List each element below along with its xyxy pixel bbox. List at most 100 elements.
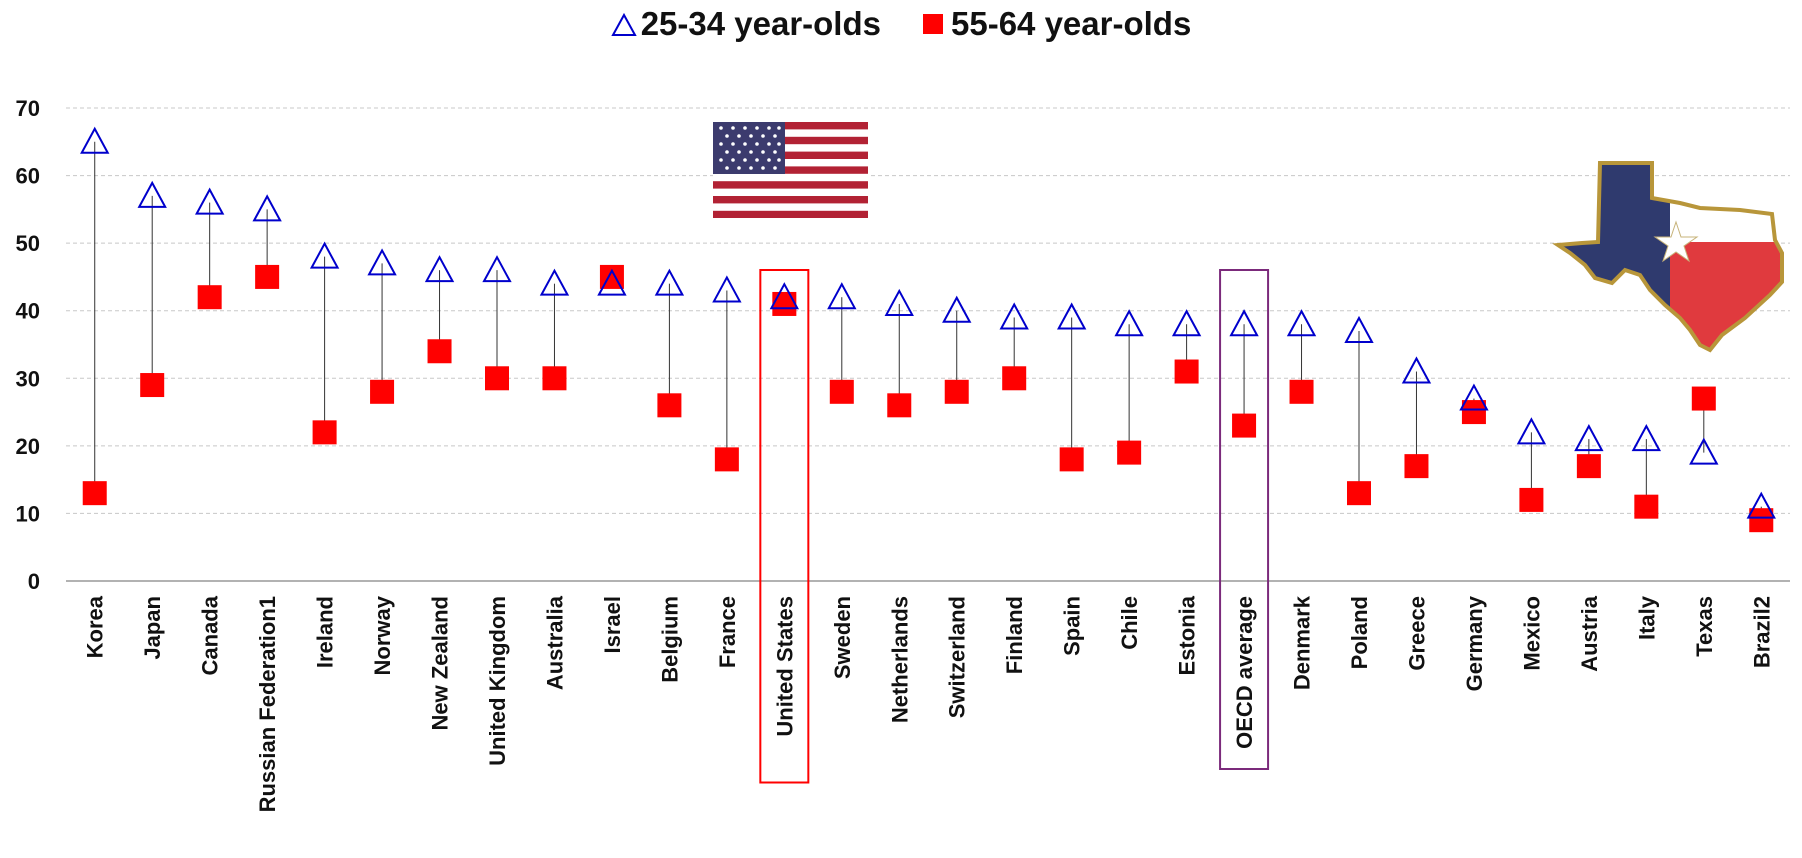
x-tick-label: New Zealand bbox=[428, 596, 453, 730]
x-tick-label: Belgium bbox=[657, 596, 682, 683]
point-25-34 bbox=[424, 255, 455, 283]
legend-label-25-34: 25-34 year-olds bbox=[640, 5, 881, 42]
point-25-34 bbox=[1574, 424, 1604, 452]
point-55-64 bbox=[887, 393, 912, 418]
point-25-34 bbox=[1056, 302, 1087, 330]
highlight-box bbox=[1219, 269, 1270, 770]
y-tick-label: 50 bbox=[16, 231, 40, 256]
x-tick-label: Estonia bbox=[1175, 595, 1200, 675]
point-25-34 bbox=[1516, 417, 1547, 445]
point-55-64 bbox=[714, 447, 739, 472]
point-55-64 bbox=[1174, 359, 1199, 384]
point-25-34 bbox=[194, 187, 225, 215]
square-marker-icon bbox=[923, 14, 943, 34]
x-tick-label: Russian Federation1 bbox=[255, 596, 280, 812]
x-tick-label: Poland bbox=[1347, 596, 1372, 669]
us-flag-icon bbox=[713, 122, 868, 218]
y-tick-label: 60 bbox=[16, 164, 40, 189]
x-tick-label: Canada bbox=[198, 595, 223, 675]
x-tick-label: Mexico bbox=[1519, 596, 1544, 671]
point-55-64 bbox=[1002, 366, 1027, 391]
x-tick-label: Germany bbox=[1462, 595, 1487, 691]
point-25-34 bbox=[999, 302, 1029, 330]
x-tick-label: Japan bbox=[140, 596, 165, 660]
point-55-64 bbox=[1404, 454, 1429, 479]
point-25-34 bbox=[1171, 309, 1202, 337]
x-tick-label: United States bbox=[772, 596, 797, 737]
point-55-64 bbox=[1634, 494, 1659, 519]
x-tick-label: Spain bbox=[1060, 596, 1085, 656]
x-tick-label: Texas bbox=[1692, 596, 1717, 657]
x-tick-label: United Kingdom bbox=[485, 596, 510, 766]
point-25-34 bbox=[539, 268, 570, 296]
x-tick-label: Sweden bbox=[830, 596, 855, 679]
point-55-64 bbox=[1519, 487, 1544, 512]
y-axis: 0 10 20 30 40 50 60 70 bbox=[16, 96, 1790, 594]
point-55-64 bbox=[1059, 447, 1084, 472]
x-tick-label: Austria bbox=[1577, 595, 1602, 672]
legend: 25-34 year-olds 55-64 year-olds bbox=[0, 4, 1802, 44]
point-55-64 bbox=[197, 285, 222, 310]
point-25-34 bbox=[769, 282, 800, 310]
y-tick-label: 0 bbox=[28, 569, 40, 594]
point-25-34 bbox=[597, 268, 627, 296]
point-55-64 bbox=[1691, 386, 1716, 411]
point-55-64 bbox=[772, 291, 797, 316]
point-55-64 bbox=[1461, 400, 1486, 425]
point-25-34 bbox=[80, 126, 110, 154]
x-tick-label: Israel bbox=[600, 596, 625, 654]
point-25-34 bbox=[1631, 424, 1662, 452]
point-25-34 bbox=[654, 268, 685, 296]
point-25-34 bbox=[827, 282, 857, 310]
point-55-64 bbox=[542, 366, 567, 391]
point-55-64 bbox=[82, 481, 107, 506]
point-25-34 bbox=[1344, 315, 1374, 343]
highlight-boxes bbox=[759, 269, 1270, 784]
point-55-64 bbox=[944, 379, 969, 404]
x-tick-label: Finland bbox=[1002, 596, 1027, 674]
legend-item-25-34: 25-34 year-olds bbox=[610, 5, 881, 43]
texas-flag-map-icon bbox=[1552, 161, 1784, 353]
point-55-64 bbox=[427, 339, 452, 364]
gridlines bbox=[66, 107, 1790, 514]
x-tick-label: Brazil2 bbox=[1749, 596, 1774, 668]
x-tick-label: Italy bbox=[1634, 595, 1659, 640]
highlight-box bbox=[759, 269, 810, 784]
connector-lines bbox=[94, 141, 1762, 521]
x-tick-label: OECD average bbox=[1232, 596, 1257, 749]
x-tick-label: Korea bbox=[83, 595, 108, 658]
point-25-34 bbox=[1459, 383, 1489, 411]
point-55-64 bbox=[1232, 413, 1257, 438]
x-tick-label: Chile bbox=[1117, 596, 1142, 650]
point-25-34 bbox=[1114, 309, 1144, 337]
point-55-64 bbox=[1347, 481, 1371, 506]
y-tick-label: 20 bbox=[16, 434, 40, 459]
point-25-34 bbox=[1689, 437, 1719, 465]
point-25-34 bbox=[309, 241, 340, 269]
point-55-64 bbox=[370, 379, 395, 404]
point-55-64 bbox=[1289, 379, 1314, 404]
point-25-34 bbox=[1401, 356, 1432, 384]
point-25-34 bbox=[712, 275, 742, 303]
triangle-marker-icon bbox=[610, 12, 637, 36]
point-25-34 bbox=[252, 194, 282, 222]
x-tick-label: France bbox=[715, 596, 740, 668]
point-55-64 bbox=[1749, 508, 1774, 533]
point-55-64 bbox=[255, 264, 280, 289]
point-25-34 bbox=[367, 248, 397, 276]
y-tick-label: 10 bbox=[16, 501, 40, 526]
point-25-34 bbox=[137, 180, 167, 208]
point-25-34 bbox=[482, 255, 512, 283]
point-55-64 bbox=[312, 420, 337, 445]
y-tick-label: 40 bbox=[16, 299, 40, 324]
x-tick-label: Switzerland bbox=[945, 596, 970, 718]
point-55-64 bbox=[485, 366, 509, 391]
point-25-34 bbox=[942, 295, 972, 323]
point-25-34 bbox=[1746, 491, 1776, 519]
x-axis: Korea Japan Canada Russian Federation1 Irela… bbox=[83, 595, 1775, 812]
point-55-64 bbox=[829, 379, 854, 404]
point-55-64 bbox=[657, 393, 682, 418]
x-tick-label: Norway bbox=[370, 595, 395, 675]
x-tick-label: Netherlands bbox=[887, 596, 912, 723]
